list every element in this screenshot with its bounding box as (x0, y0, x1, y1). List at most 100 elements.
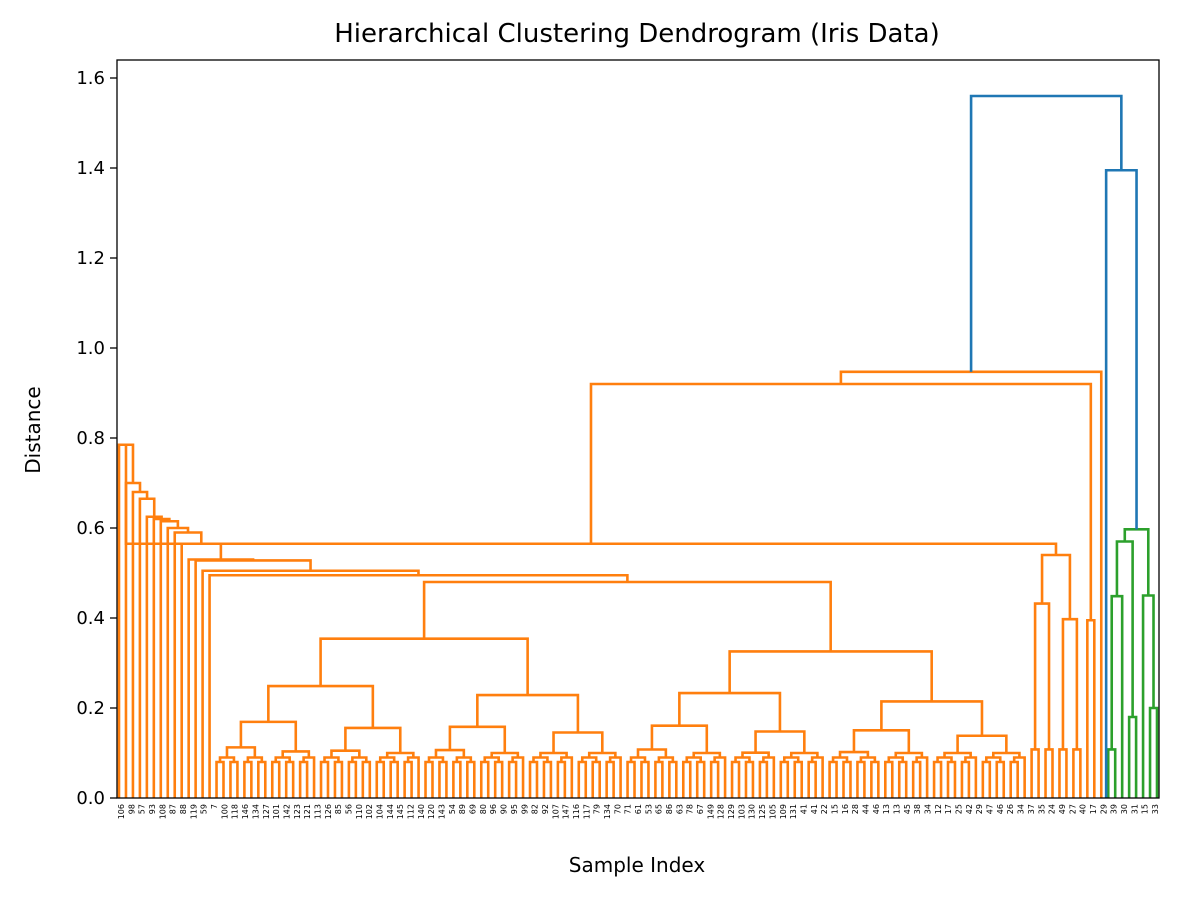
dendrogram-link (981, 760, 992, 798)
dendrogram-link (375, 760, 386, 798)
x-axis-label: Sample Index (569, 853, 706, 877)
leaf-label: 7 (210, 804, 219, 809)
leaf-label: 16 (841, 804, 850, 814)
dendrogram-link (298, 760, 309, 798)
leaf-label: 44 (861, 804, 870, 814)
dendrogram-link (605, 760, 615, 798)
leaf-label: 102 (365, 804, 374, 819)
leaf-label: 28 (851, 804, 860, 814)
dendrogram-link (589, 382, 1093, 621)
y-axis-label: Distance (21, 386, 45, 473)
dendrogram-link (1033, 602, 1051, 750)
leaf-label: 149 (706, 804, 715, 819)
y-tick-label: 0.8 (76, 428, 105, 449)
dendrogram-link (1072, 748, 1082, 798)
dendrogram-link (870, 760, 880, 798)
dendrogram-link (856, 760, 866, 798)
leaf-label: 65 (655, 804, 664, 814)
dendrogram-link (422, 580, 832, 652)
leaf-label: 34 (924, 804, 933, 814)
leaf-label: 17 (944, 804, 953, 814)
dendrogram-link (681, 760, 692, 798)
dendrogram-link (668, 760, 678, 798)
y-tick-label: 1.0 (76, 338, 105, 359)
dendrogram-link (361, 760, 372, 798)
leaf-label: 116 (572, 804, 581, 819)
dendrogram-link (969, 94, 1123, 372)
dendrogram-link (1127, 715, 1138, 798)
leaf-label: 142 (282, 804, 291, 819)
dendrogram-link (911, 760, 922, 798)
leaf-label: 69 (469, 804, 478, 814)
dendrogram-link (1106, 748, 1117, 798)
leaf-label: 54 (448, 804, 457, 814)
leaf-label: 104 (376, 804, 385, 819)
dendrogram-link (754, 730, 806, 753)
leaf-label: 145 (396, 804, 405, 819)
dendrogram-link (403, 760, 413, 798)
dendrogram-links (117, 94, 1159, 798)
dendrogram-link (347, 760, 358, 798)
dendrogram-link (270, 760, 281, 798)
dendrogram-link (897, 760, 908, 798)
dendrogram-link (243, 760, 253, 798)
dendrogram-link (828, 760, 838, 798)
leaf-label: 107 (551, 804, 560, 819)
dendrogram-link (229, 760, 239, 798)
dendrogram-link (438, 760, 448, 798)
leaf-label: 128 (717, 804, 726, 819)
leaf-label: 38 (913, 804, 922, 814)
dendrogram-link (960, 760, 971, 798)
dendrogram-link (713, 756, 727, 798)
dendrogram-link (1061, 617, 1079, 750)
leaf-label: 106 (117, 804, 126, 819)
dendrogram-link (556, 760, 567, 798)
y-tick-label: 0.6 (76, 518, 105, 539)
dendrogram-link (215, 760, 225, 798)
dendrogram-link (884, 760, 894, 798)
leaf-label: 71 (624, 804, 633, 814)
dendrogram-link (319, 760, 330, 798)
leaf-label: 46 (996, 804, 1005, 814)
leaf-label: 67 (696, 804, 705, 814)
dendrogram-link (654, 760, 664, 798)
leaf-label: 85 (334, 804, 343, 814)
leaf-label: 96 (489, 804, 498, 814)
leaf-label: 118 (231, 804, 240, 819)
y-axis-ticks: 0.0 0.2 0.4 0.6 0.8 1.0 1.2 1.4 1.6 (76, 68, 117, 809)
leaf-label: 127 (262, 804, 271, 819)
leaf-label: 86 (665, 804, 674, 814)
dendrogram-link (956, 734, 1008, 753)
dendrogram-link (730, 760, 741, 798)
leaf-label: 143 (438, 804, 447, 819)
leaf-label: 15 (1141, 804, 1150, 814)
x-axis-leaf-labels: 106 98 57 93 108 87 88 119 59 7 100 118 146 134 127 101… (117, 804, 1160, 819)
y-tick-label: 0.0 (76, 788, 105, 809)
leaf-label: 126 (324, 804, 333, 819)
dendrogram-link (779, 760, 790, 798)
dendrogram-link (166, 526, 190, 798)
dendrogram-link (406, 756, 420, 798)
dendrogram-link (542, 760, 553, 798)
dendrogram-link (880, 700, 984, 736)
dendrogram-link (758, 760, 769, 798)
dendrogram-link (1141, 594, 1155, 798)
dendrogram-link (1148, 706, 1159, 798)
leaf-label: 82 (531, 804, 540, 814)
dendrogram-link (1040, 553, 1072, 620)
dendrogram-link (591, 760, 601, 798)
y-tick-label: 1.4 (76, 158, 105, 179)
leaf-label: 123 (293, 804, 302, 819)
leaf-label: 80 (479, 804, 488, 814)
leaf-label: 95 (510, 804, 519, 814)
leaf-label: 105 (768, 804, 777, 819)
leaf-label: 39 (1110, 804, 1119, 814)
leaf-label: 37 (1027, 804, 1036, 814)
leaf-label: 140 (417, 804, 426, 819)
leaf-label: 63 (675, 804, 684, 814)
leaf-label: 13 (893, 804, 902, 814)
y-tick-label: 0.2 (76, 698, 105, 719)
dendrogram-link (344, 726, 402, 753)
leaf-label: 35 (1037, 804, 1046, 814)
dendrogram-link (257, 760, 267, 798)
